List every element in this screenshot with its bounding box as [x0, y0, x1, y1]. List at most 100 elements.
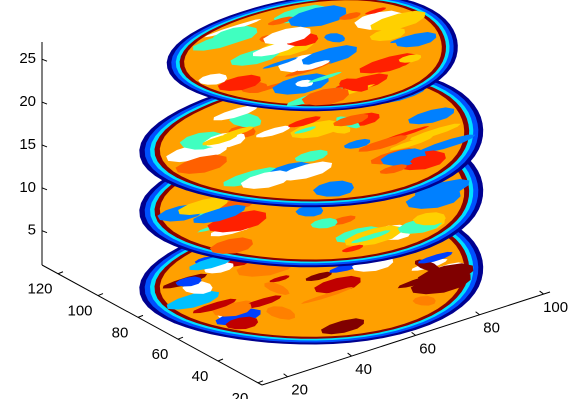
slice-texture	[369, 27, 406, 41]
slice-texture	[405, 188, 461, 209]
slice-texture	[212, 301, 252, 317]
slice-texture	[269, 275, 290, 283]
slice	[166, 0, 458, 112]
slice-texture	[262, 57, 299, 69]
x-tick-label: 20	[291, 382, 308, 399]
slice-texture	[412, 212, 446, 226]
slice-texture	[419, 134, 476, 153]
z-tick-label: 10	[19, 179, 36, 196]
slice-texture	[295, 79, 314, 87]
y-tick	[217, 358, 224, 362]
slice-texture	[365, 7, 387, 15]
slice-texture	[268, 16, 294, 26]
slice-texture	[256, 125, 291, 138]
z-tick-label: 5	[28, 222, 36, 239]
slice-texture	[397, 270, 452, 289]
x-tick	[283, 373, 288, 378]
slice-texture	[263, 26, 311, 45]
x-tick-label: 40	[355, 361, 372, 378]
slice-texture	[193, 204, 246, 224]
slice-texture	[308, 71, 342, 83]
slice-texture	[324, 33, 345, 43]
slice-texture	[240, 170, 291, 189]
slice-texture	[418, 251, 453, 264]
z-tick	[41, 144, 48, 148]
slice-texture	[279, 161, 333, 181]
slice-texture	[301, 45, 357, 66]
slice-texture	[252, 41, 298, 57]
slice-texture	[175, 154, 227, 174]
slice-texture	[421, 190, 443, 199]
y-tick	[257, 380, 264, 384]
x-tick-label: 80	[483, 320, 500, 337]
z-tick-label: 25	[19, 50, 36, 67]
x-tick	[411, 331, 416, 336]
slice-texture	[351, 230, 391, 244]
slice-texture	[408, 107, 455, 125]
slice-texture	[294, 149, 328, 162]
slice-texture	[295, 205, 324, 217]
slice-texture	[410, 272, 471, 295]
x-tick-label: 60	[419, 340, 436, 357]
slice-texture	[395, 32, 437, 48]
slice-texture	[379, 164, 407, 174]
slice-texture	[412, 296, 436, 306]
z-tick-label: 15	[19, 136, 36, 153]
slice-texture	[297, 60, 330, 71]
slice-texture	[223, 167, 279, 187]
slice-texture	[217, 74, 261, 91]
slice-texture	[241, 295, 282, 309]
y-tick	[57, 271, 64, 275]
slice-texture	[198, 73, 228, 85]
y-tick-label: 20	[232, 390, 249, 399]
slice-texture	[398, 54, 422, 63]
slice-texture	[313, 180, 354, 197]
slice-texture	[409, 123, 461, 141]
y-axis	[41, 264, 263, 386]
slice-texture	[207, 210, 267, 233]
slice-texture	[370, 10, 426, 31]
slice-texture	[213, 105, 259, 121]
slice-texture	[215, 308, 261, 326]
y-tick-label: 100	[67, 303, 92, 320]
slice-texture	[343, 138, 371, 149]
slice-texture	[229, 113, 262, 128]
slice-texture	[189, 145, 228, 160]
slice-texture	[288, 116, 321, 128]
y-tick-label: 120	[27, 281, 52, 298]
slice-texture	[294, 126, 317, 134]
slice-texture	[290, 120, 340, 139]
slice-texture	[288, 5, 347, 28]
slice-texture	[358, 135, 408, 152]
slice-texture	[209, 237, 253, 254]
x-axis	[261, 291, 551, 386]
z-tick	[41, 101, 48, 105]
slice-texture	[374, 61, 407, 73]
slice-texture	[166, 290, 220, 310]
y-tick-label: 80	[112, 324, 129, 341]
y-tick	[137, 314, 144, 318]
z-tick	[41, 58, 48, 62]
slice-texture	[339, 78, 368, 92]
z-tick	[41, 230, 48, 234]
slice-texture	[266, 306, 295, 320]
x-tick	[539, 290, 544, 295]
slice-texture	[310, 218, 338, 229]
slice-texture	[193, 30, 251, 51]
slice-texture	[264, 282, 290, 295]
slice-texture	[389, 136, 434, 151]
y-tick	[97, 293, 104, 297]
slice-texture	[223, 126, 254, 137]
y-tick-label: 60	[152, 346, 169, 363]
slice-texture	[410, 155, 437, 167]
x-tick-label: 100	[543, 299, 568, 316]
x-tick	[347, 352, 352, 357]
slice-texture	[301, 87, 349, 106]
slice-texture	[192, 298, 237, 314]
slice-texture	[204, 262, 234, 274]
slice-texture	[300, 286, 354, 304]
slice-texture	[342, 244, 364, 253]
y-tick-label: 40	[192, 368, 209, 385]
